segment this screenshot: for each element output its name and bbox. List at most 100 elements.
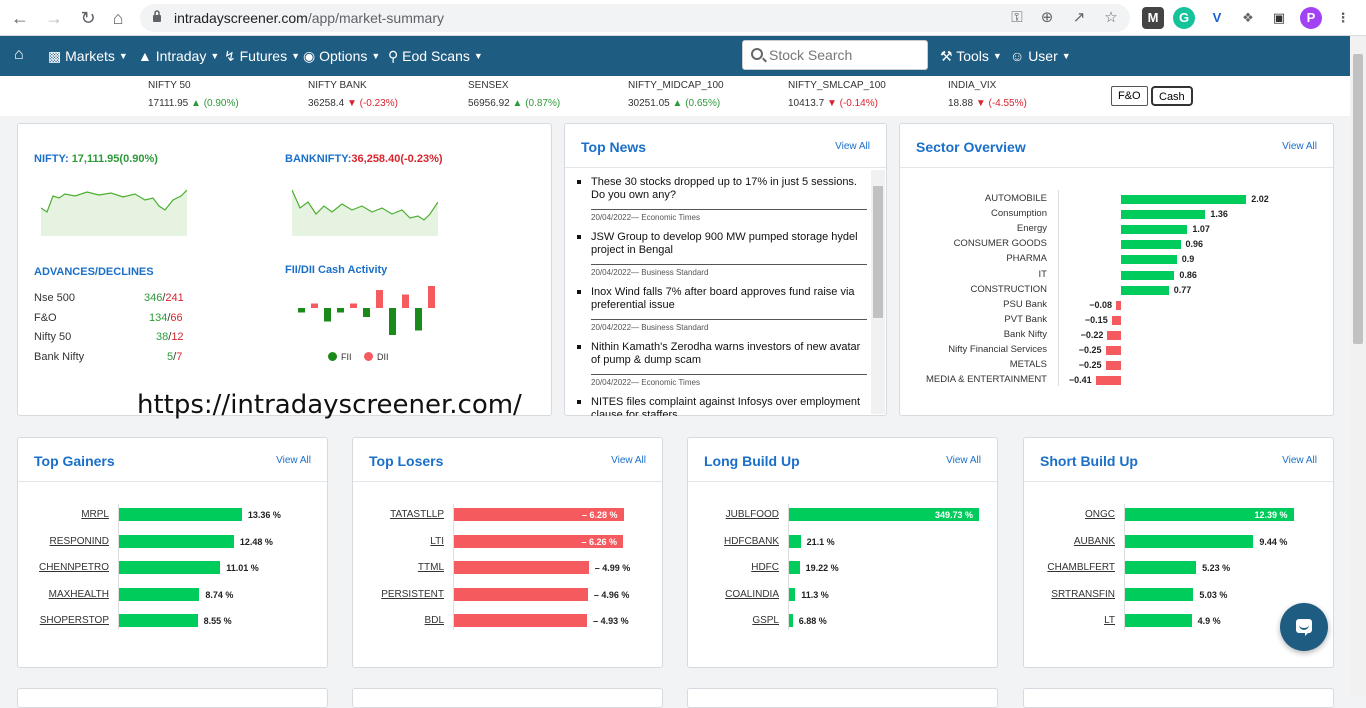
cash-toggle[interactable]: Cash — [1151, 86, 1193, 106]
fii-dii-bar[interactable] — [415, 308, 422, 331]
list-bar[interactable] — [454, 534, 624, 548]
list-bar[interactable] — [119, 534, 234, 548]
news-scrollbar[interactable] — [871, 170, 885, 414]
list-bar[interactable] — [789, 534, 801, 548]
fii-dii-bar[interactable] — [402, 294, 409, 309]
list-symbol-link[interactable]: TATASTLLP — [390, 509, 444, 520]
list-bar[interactable] — [119, 508, 242, 521]
fo-toggle[interactable]: F&O — [1111, 86, 1148, 106]
short-view-all-link[interactable]: View All — [1282, 455, 1317, 466]
list-bar[interactable] — [789, 561, 800, 574]
list-symbol-link[interactable]: JUBLFOOD — [725, 509, 779, 520]
list-bar[interactable] — [1125, 614, 1192, 627]
address-bar[interactable]: intradayscreener.com/app/market-summary … — [140, 4, 1130, 32]
chat-button[interactable] — [1280, 603, 1328, 651]
list-symbol-link[interactable]: SRTRANSFIN — [1051, 588, 1115, 600]
list-symbol-link[interactable]: COALINDIA — [725, 588, 779, 600]
ticker-item[interactable]: INDIA_VIX 18.88 ▼ (-4.55%) — [948, 80, 1027, 109]
list-symbol-link[interactable]: TTML — [417, 562, 444, 573]
list-symbol-link[interactable]: BDL — [424, 615, 444, 626]
browser-menu-icon[interactable]: ⋮ — [1332, 7, 1354, 29]
list-symbol-link[interactable]: HDFC — [751, 562, 779, 573]
home-browser-icon[interactable]: ⌂ — [112, 8, 124, 28]
sector-bar[interactable] — [1121, 210, 1206, 220]
user-menu[interactable]: ☺ User ▼ — [1010, 48, 1071, 64]
list-bar[interactable] — [119, 561, 221, 574]
list-bar[interactable] — [119, 587, 200, 601]
news-item[interactable]: Inox Wind falls 7% after board approves … — [575, 286, 867, 332]
back-icon[interactable]: ← — [11, 8, 29, 28]
sector-bar[interactable] — [1121, 285, 1169, 295]
home-icon[interactable]: ⌂ — [14, 46, 24, 63]
sector-bar[interactable] — [1116, 300, 1121, 310]
reload-icon[interactable]: ↻ — [80, 8, 96, 28]
list-symbol-link[interactable]: RESPONIND — [49, 535, 109, 547]
list-symbol-link[interactable]: MRPL — [81, 509, 109, 520]
list-symbol-link[interactable]: ONGC — [1085, 509, 1115, 520]
profile-avatar[interactable]: P — [1300, 7, 1322, 29]
sector-bar[interactable] — [1111, 315, 1121, 325]
fii-dii-bar[interactable] — [376, 290, 383, 308]
news-item[interactable]: JSW Group to develop 900 MW pumped stora… — [575, 231, 867, 277]
list-symbol-link[interactable]: SHOPERSTOP — [39, 615, 109, 626]
zoom-icon[interactable]: ⊕ — [1040, 9, 1054, 26]
news-view-all-link[interactable]: View All — [835, 141, 870, 152]
ticker-item[interactable]: NIFTY_SMLCAP_100 10413.7 ▼ (-0.14%) — [788, 80, 886, 109]
stock-search-input[interactable]: Stock Search — [742, 40, 928, 70]
list-symbol-link[interactable]: GSPL — [752, 615, 779, 626]
scrollbar-thumb[interactable] — [1353, 54, 1363, 344]
news-item[interactable]: NITES files complaint against Infosys ov… — [575, 396, 867, 416]
sector-bar[interactable] — [1105, 346, 1121, 355]
list-bar[interactable] — [789, 614, 793, 627]
fii-dii-bar[interactable] — [324, 308, 331, 322]
list-symbol-link[interactable]: CHAMBLFERT — [1047, 562, 1115, 573]
eod-scans-menu[interactable]: ⚲ Eod Scans ▼ — [388, 48, 483, 64]
sector-bar[interactable] — [1121, 240, 1181, 250]
list-symbol-link[interactable]: HDFCBANK — [723, 535, 779, 547]
sector-view-all-link[interactable]: View All — [1282, 141, 1317, 152]
fii-dii-bar[interactable] — [428, 286, 435, 308]
list-bar[interactable] — [1125, 561, 1197, 574]
page-scrollbar[interactable] — [1350, 36, 1366, 697]
list-bar[interactable] — [119, 614, 198, 627]
sector-bar[interactable] — [1105, 361, 1121, 371]
markets-menu[interactable]: ▩ Markets ▼ — [48, 48, 128, 64]
ticker-item[interactable]: SENSEX 56956.92 ▲ (0.87%) — [468, 80, 561, 109]
losers-view-all-link[interactable]: View All — [611, 455, 646, 466]
fii-dii-bar[interactable] — [298, 308, 305, 313]
list-bar[interactable] — [454, 561, 589, 574]
sector-bar[interactable] — [1121, 225, 1188, 235]
key-icon[interactable]: ⚿ — [1011, 9, 1023, 26]
sidebar-icon[interactable]: ▣ — [1268, 7, 1290, 29]
sector-bar[interactable] — [1121, 270, 1175, 280]
bookmark-star-icon[interactable]: ☆ — [1104, 9, 1118, 26]
list-symbol-link[interactable]: LTI — [430, 535, 444, 547]
gmail-extension-icon[interactable]: M — [1142, 7, 1164, 29]
fii-dii-bar[interactable] — [337, 308, 344, 313]
list-symbol-link[interactable]: CHENNPETRO — [38, 562, 109, 573]
news-item[interactable]: These 30 stocks dropped up to 17% in jus… — [575, 176, 867, 222]
extension-v-icon[interactable]: V — [1206, 7, 1228, 29]
fii-dii-bar[interactable] — [363, 308, 370, 317]
forward-icon[interactable]: → — [45, 8, 63, 28]
list-bar[interactable] — [789, 587, 796, 601]
list-symbol-link[interactable]: AUBANK — [1073, 535, 1115, 547]
long-view-all-link[interactable]: View All — [946, 455, 981, 466]
share-icon[interactable]: ↗ — [1072, 9, 1086, 26]
sector-bar[interactable] — [1095, 376, 1121, 386]
ticker-item[interactable]: NIFTY_MIDCAP_100 30251.05 ▲ (0.65%) — [628, 80, 724, 109]
options-menu[interactable]: ◉ Options ▼ — [303, 48, 381, 64]
list-bar[interactable] — [454, 587, 588, 601]
list-bar[interactable] — [454, 508, 624, 521]
sector-bar[interactable] — [1121, 255, 1177, 265]
list-bar[interactable] — [789, 508, 979, 521]
intraday-menu[interactable]: ▲ Intraday ▼ — [138, 48, 220, 64]
news-scrollbar-thumb[interactable] — [873, 186, 883, 318]
gainers-view-all-link[interactable]: View All — [276, 455, 311, 466]
list-symbol-link[interactable]: PERSISTENT — [381, 588, 444, 600]
sector-bar[interactable] — [1121, 195, 1247, 204]
grammarly-extension-icon[interactable]: G — [1173, 7, 1195, 29]
list-symbol-link[interactable]: MAXHEALTH — [48, 588, 109, 600]
list-bar[interactable] — [1125, 534, 1254, 548]
tools-menu[interactable]: ⚒ Tools ▼ — [940, 48, 1002, 64]
